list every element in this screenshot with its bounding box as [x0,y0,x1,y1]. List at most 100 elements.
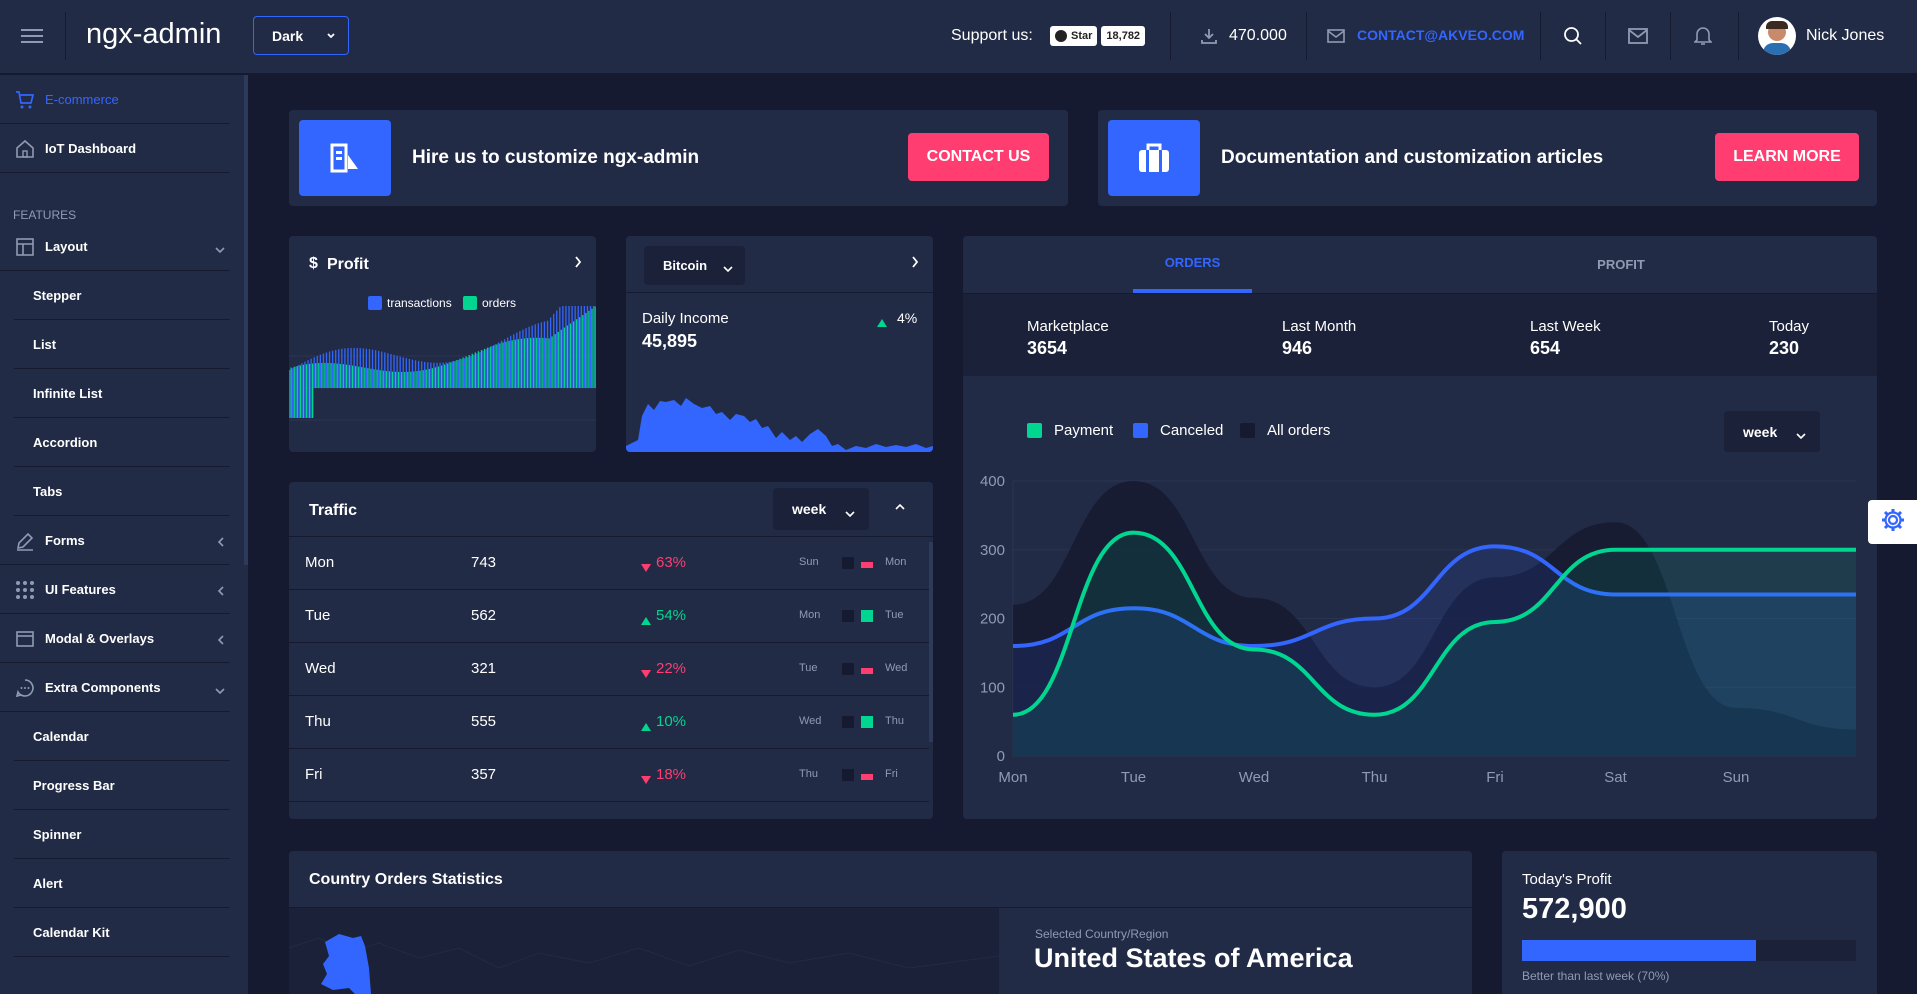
sidebar-subitem-accordion[interactable]: Accordion [0,418,230,467]
sidebar-subitem-list[interactable]: List [0,320,230,369]
profit-bar-transactions [402,357,404,388]
traffic-day: Fri [305,766,323,783]
app-title[interactable]: ngx-admin [86,18,222,50]
chevron-down-icon [845,505,855,521]
profit-bar-transactions [522,329,524,388]
profit-bar-orders [388,371,391,388]
profit-bar-orders [394,371,397,388]
avatar[interactable] [1758,17,1796,55]
chevron-left-icon [217,633,225,648]
bell-icon[interactable] [1691,24,1715,48]
profit-bar-orders [468,355,470,388]
traffic-cur-day: Thu [885,715,904,727]
sidebar-item-label: Accordion [33,435,98,450]
contact-us-button[interactable]: CONTACT US [908,133,1049,181]
x-tick-label: Thu [1362,769,1388,786]
profit-bar-transactions [356,347,358,388]
sidebar-scrollbar[interactable] [244,75,248,565]
summary-last-month: Last Month 946 [1282,318,1356,359]
legend-swatch [368,296,382,310]
gear-icon [1881,508,1905,537]
profit-bar-orders [354,366,357,388]
sidebar-section-heading: FEATURES [13,208,77,222]
legend-swatch [1027,423,1042,438]
sidebar-item-iot[interactable]: IoT Dashboard [0,124,230,173]
profit-bar-orders [401,371,403,388]
profit-bar-transactions [292,368,294,418]
profit-bar-transactions [513,334,515,388]
profit-bar-transactions [445,362,447,388]
profit-bar-orders [502,342,504,388]
settings-toggle[interactable] [1868,500,1917,544]
chevron-up-icon[interactable] [893,500,907,514]
sidebar-item-modal-overlays[interactable]: Modal & Overlays [0,614,230,663]
tab-orders[interactable]: ORDERS [1133,236,1252,293]
profit-bar-orders [520,338,523,388]
orders-summary [963,294,1877,376]
x-tick-label: Fri [1486,769,1504,786]
search-icon[interactable] [1561,24,1585,48]
sidebar-subitem-progress-bar[interactable]: Progress Bar [0,761,230,810]
legend-orders: orders [463,296,516,310]
sidebar-subitem-spinner[interactable]: Spinner [0,810,230,859]
sidebar-subitem-calendar[interactable]: Calendar [0,712,230,761]
sidebar-subitem-calendar-kit[interactable]: Calendar Kit [0,908,230,957]
sidebar-item-forms[interactable]: Forms [0,516,230,565]
learn-more-button[interactable]: LEARN MORE [1715,133,1859,181]
sidebar-subitem-alert[interactable]: Alert [0,859,230,908]
profit-bar-orders [557,331,559,388]
traffic-prev-day: Sun [799,556,819,568]
profit-bar-orders [311,363,314,418]
series-area-payment [1013,532,1856,756]
profit-bar-orders [496,344,498,388]
tab-profit[interactable]: PROFIT [1541,236,1701,293]
profit-bar-orders [345,364,348,388]
orders-period-select[interactable]: week [1724,411,1820,452]
traffic-prev-day: Tue [799,662,818,674]
bitcoin-area-chart [626,398,933,452]
profit-bar-transactions [553,313,555,388]
profit-bar-transactions [580,306,582,388]
briefcase-icon [1108,120,1200,196]
sidebar-item-layout[interactable]: Layout [0,222,230,271]
profit-bar-transactions [331,350,334,388]
github-icon [1055,30,1067,42]
profit-bar-transactions [510,335,512,388]
profit-bar-orders [508,340,510,388]
sidebar-subitem-tabs[interactable]: Tabs [0,467,230,516]
mail-icon[interactable] [1626,24,1650,48]
sidebar-item-label: Layout [45,238,88,254]
currency-select[interactable]: Bitcoin [644,246,745,285]
sidebar-item-extra-components[interactable]: Extra Components [0,663,230,712]
profit-bar-chart [289,306,596,421]
profit-bar-orders [576,319,578,388]
y-tick-label: 0 [997,748,1005,765]
chevron-right-icon[interactable] [908,254,922,270]
traffic-period-select[interactable]: week [773,488,869,530]
today-profit-value: 572,900 [1522,893,1627,925]
theme-select[interactable]: Dark [253,16,349,55]
github-star-button[interactable]: Star 18,782 [1050,26,1146,46]
profit-bar-orders [290,367,292,418]
sidebar-subitem-infinite-list[interactable]: Infinite List [0,369,230,418]
legend-canceled: Canceled [1133,422,1223,439]
user-name[interactable]: Nick Jones [1806,27,1885,44]
traffic-scrollbar[interactable] [929,542,933,742]
menu-icon[interactable] [18,24,46,48]
today-profit-card: Today's Profit 572,900 Better than last … [1502,851,1877,994]
contact-email-link[interactable]: CONTACT@AKVEO.COM [1357,27,1525,43]
sidebar-item-ecommerce[interactable]: E-commerce [0,75,230,124]
sidebar-item-ui-features[interactable]: UI Features [0,565,230,614]
orders-line-chart: 0 100 200 300 400 Mon Tue Wed Thu Fri Sat Sun [980,473,1856,786]
table-row: Tue 562 54% Mon Tue [289,590,929,643]
profit-bar-transactions [338,349,340,388]
sidebar-subitem-stepper[interactable]: Stepper [0,271,230,320]
profit-bar-transactions [592,306,595,388]
profit-bar-transactions [494,344,496,388]
profit-bar-transactions [344,348,346,388]
chevron-right-icon[interactable] [571,254,585,270]
profit-bar-orders [572,321,575,388]
profit-bar-orders [582,315,584,388]
profit-bar-orders [339,363,341,388]
summary-last-week: Last Week 654 [1530,318,1601,359]
